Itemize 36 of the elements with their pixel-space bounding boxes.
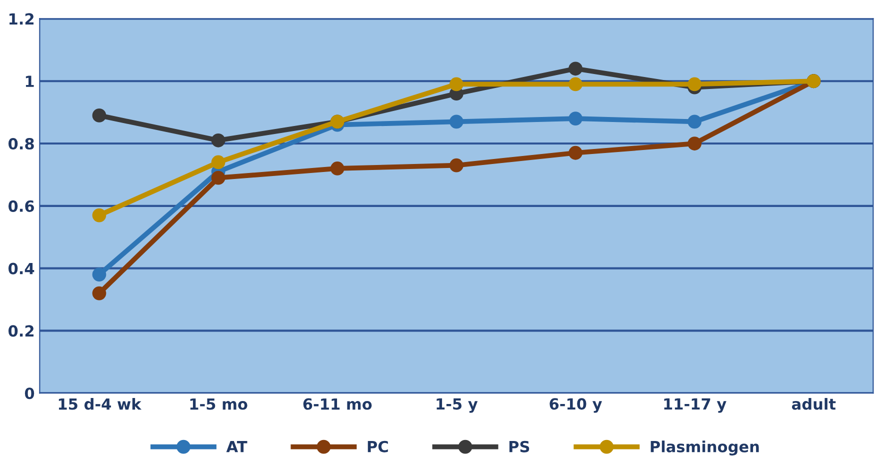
legend-label: AT [226,441,248,452]
point [688,114,702,129]
point [92,208,106,222]
point [688,136,702,150]
y-tick-label: 0.6 [8,200,34,212]
point [568,146,582,160]
point [688,77,702,92]
legend-label: PC [368,440,388,452]
point [449,158,464,172]
point [568,77,582,92]
point [568,62,582,76]
point [449,77,464,92]
y-tick-label: 0 [24,388,34,400]
point [92,108,106,122]
point [211,155,226,170]
y-tick-label: 1.2 [9,13,34,25]
point [211,170,226,185]
x-tick-label: adult [792,398,836,410]
point [330,162,344,176]
y-tick-label: 0.8 [8,138,34,150]
point [449,114,464,129]
x-tick-label: 11-17 y [664,398,726,413]
point [92,286,106,300]
y-tick-label: 1 [26,76,34,87]
x-tick-label: 6-11 mo [303,398,372,410]
x-tick-label: 15 d-4 wk [58,398,142,410]
point [92,268,106,282]
x-tick-label: 6-10 y [550,398,602,413]
x-tick-label: 1-5 y [436,398,478,413]
point [568,112,582,126]
y-tick-label: 0.4 [8,262,34,274]
x-tick-label: 1-5 mo [190,398,248,410]
point [211,133,226,148]
legend-label: Plasminogen [650,440,759,456]
y-tick-label: 0.2 [8,325,34,337]
legend-label: PS [509,440,530,452]
